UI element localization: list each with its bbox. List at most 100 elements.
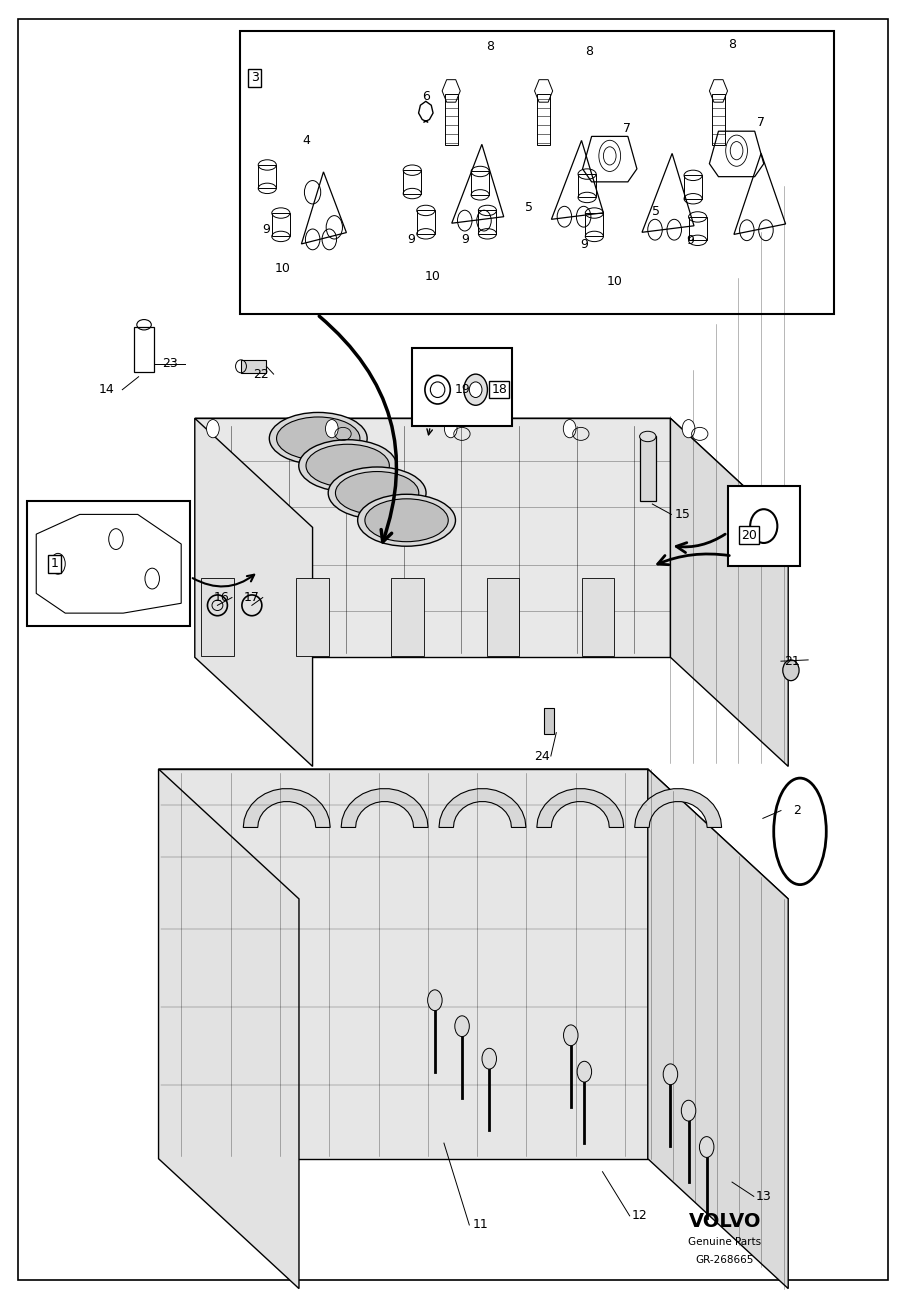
Bar [258, 165, 276, 188]
Text: 24: 24 [534, 750, 550, 763]
Bar [134, 327, 154, 372]
Text: 12: 12 [631, 1209, 648, 1222]
Polygon shape [341, 788, 428, 827]
Text: 11: 11 [472, 1218, 488, 1231]
Bar [684, 175, 702, 199]
Text: 1: 1 [51, 557, 58, 570]
Text: 9: 9 [408, 233, 415, 246]
Ellipse shape [335, 472, 419, 514]
Bar [640, 436, 656, 501]
Text: 15: 15 [674, 508, 690, 521]
Ellipse shape [365, 499, 448, 542]
Polygon shape [670, 418, 788, 766]
Ellipse shape [358, 494, 456, 547]
Polygon shape [195, 418, 788, 527]
Circle shape [482, 1048, 496, 1069]
Text: 9: 9 [462, 233, 469, 246]
Text: 17: 17 [244, 591, 260, 604]
Circle shape [445, 420, 458, 438]
Text: 5: 5 [525, 201, 533, 214]
Circle shape [681, 1100, 696, 1121]
Circle shape [325, 420, 338, 438]
Text: 10: 10 [275, 262, 291, 275]
Polygon shape [648, 769, 788, 1289]
Ellipse shape [328, 468, 426, 520]
Polygon shape [439, 788, 526, 827]
Bar [471, 171, 489, 195]
Text: 9: 9 [581, 238, 588, 251]
Text: 20: 20 [741, 529, 757, 542]
Bar [445, 94, 458, 145]
Text: 5: 5 [652, 205, 660, 218]
Polygon shape [159, 769, 648, 1159]
Text: 21: 21 [784, 655, 800, 668]
Text: 7: 7 [623, 122, 631, 135]
Text: 4: 4 [303, 134, 310, 147]
Text: 8: 8 [585, 45, 593, 58]
Ellipse shape [469, 382, 482, 397]
Circle shape [564, 1025, 578, 1046]
Text: GR-268665: GR-268665 [696, 1255, 754, 1265]
Text: 10: 10 [606, 275, 622, 288]
Text: 23: 23 [162, 357, 178, 370]
Bar [403, 170, 421, 194]
Polygon shape [243, 788, 330, 827]
Text: 8: 8 [728, 38, 736, 51]
Bar [201, 578, 234, 656]
Bar [417, 210, 435, 234]
Ellipse shape [306, 444, 390, 487]
Bar [272, 213, 290, 236]
Text: 19: 19 [454, 383, 470, 396]
Circle shape [564, 420, 576, 438]
Text: VOLVO: VOLVO [689, 1212, 761, 1230]
Polygon shape [195, 418, 670, 657]
Ellipse shape [783, 660, 799, 681]
Ellipse shape [299, 439, 397, 491]
Bar [391, 578, 424, 656]
Text: 13: 13 [756, 1190, 772, 1203]
Circle shape [682, 420, 695, 438]
Circle shape [207, 420, 219, 438]
Text: 9: 9 [687, 234, 694, 247]
Text: Genuine Parts: Genuine Parts [689, 1237, 761, 1247]
Bar [240, 31, 834, 314]
Bar [712, 94, 725, 145]
Text: 10: 10 [425, 270, 441, 283]
Bar [241, 360, 266, 373]
Text: 6: 6 [422, 90, 429, 103]
Ellipse shape [269, 413, 367, 465]
Polygon shape [634, 788, 722, 827]
Bar [487, 578, 519, 656]
Circle shape [455, 1016, 469, 1037]
Bar [478, 210, 496, 234]
Text: 16: 16 [213, 591, 229, 604]
Text: 14: 14 [99, 383, 115, 396]
Bar [412, 348, 512, 426]
Text: 2: 2 [794, 804, 801, 817]
Text: 22: 22 [253, 368, 269, 381]
Polygon shape [536, 788, 623, 827]
Circle shape [577, 1061, 592, 1082]
Bar [578, 174, 596, 197]
Bar [27, 501, 190, 626]
Bar [544, 708, 554, 734]
Text: 9: 9 [263, 223, 270, 236]
Bar [728, 486, 800, 566]
Polygon shape [159, 769, 788, 899]
Ellipse shape [276, 417, 360, 460]
Polygon shape [195, 418, 313, 766]
Text: 8: 8 [487, 40, 494, 53]
Polygon shape [159, 769, 299, 1289]
Bar [296, 578, 329, 656]
Circle shape [428, 990, 442, 1011]
Bar [537, 94, 550, 145]
Bar [585, 213, 603, 236]
Text: 7: 7 [757, 116, 765, 129]
Ellipse shape [640, 431, 656, 442]
Ellipse shape [464, 374, 487, 405]
Text: 3: 3 [251, 71, 258, 84]
Circle shape [663, 1064, 678, 1085]
Bar [689, 217, 707, 240]
Bar [582, 578, 614, 656]
Text: 18: 18 [491, 383, 507, 396]
